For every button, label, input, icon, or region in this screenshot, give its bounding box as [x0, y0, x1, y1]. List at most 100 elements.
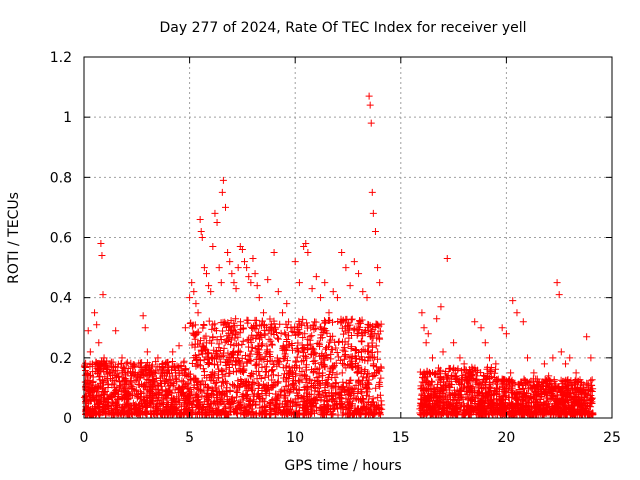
- data-point: [99, 291, 107, 299]
- data-point: [143, 348, 151, 356]
- data-point: [283, 300, 291, 308]
- data-point: [456, 354, 464, 362]
- data-point-dense: [274, 334, 282, 342]
- y-tick-label: 1.2: [50, 50, 72, 66]
- data-point-dense: [227, 326, 235, 334]
- data-point-dense: [188, 341, 196, 349]
- data-point: [112, 327, 120, 335]
- data-point: [374, 264, 382, 272]
- data-point-dense: [237, 404, 245, 412]
- data-point-dense: [287, 323, 295, 331]
- data-point-dense: [588, 376, 596, 384]
- data-point-dense: [338, 369, 346, 377]
- data-point-dense: [235, 347, 243, 355]
- data-point-dense: [114, 373, 122, 381]
- data-point: [230, 279, 238, 287]
- data-point-dense: [251, 361, 259, 369]
- data-point: [355, 270, 363, 278]
- data-point-dense: [434, 364, 442, 372]
- data-point-dense: [285, 332, 293, 340]
- data-point-dense: [374, 348, 382, 356]
- data-point-dense: [221, 372, 229, 380]
- data-point-dense: [218, 366, 226, 374]
- data-point: [507, 369, 515, 377]
- grid-lines: [84, 57, 612, 418]
- data-point-dense: [323, 396, 331, 404]
- data-point: [154, 354, 162, 362]
- chart-title: Day 277 of 2024, Rate Of TEC Index for r…: [159, 20, 526, 36]
- data-point-dense: [103, 363, 111, 371]
- data-point: [557, 348, 565, 356]
- data-point: [249, 255, 257, 263]
- data-point-dense: [262, 349, 270, 357]
- data-point-dense: [347, 316, 355, 324]
- data-point-dense: [173, 375, 181, 383]
- data-point-dense: [235, 356, 243, 364]
- data-point-dense: [134, 381, 142, 389]
- data-point-dense: [357, 337, 365, 345]
- data-point-dense: [308, 332, 316, 340]
- data-point-dense: [275, 335, 283, 343]
- data-point: [555, 291, 563, 299]
- data-point-dense: [269, 371, 277, 379]
- data-point-dense: [318, 376, 326, 384]
- data-point-dense: [303, 319, 311, 327]
- data-point-dense: [293, 353, 301, 361]
- data-point: [368, 188, 376, 196]
- y-tick-label: 0.8: [50, 170, 72, 186]
- data-point-dense: [251, 316, 259, 324]
- data-point-dense: [266, 315, 274, 323]
- data-point-dense: [276, 320, 284, 328]
- data-point-dense: [311, 318, 319, 326]
- data-point-dense: [322, 318, 330, 326]
- x-axis-label: GPS time / hours: [284, 458, 401, 474]
- data-point: [253, 282, 261, 290]
- data-point: [321, 279, 329, 287]
- data-point: [566, 354, 574, 362]
- data-point-dense: [335, 337, 343, 345]
- data-point: [270, 249, 278, 257]
- y-axis-label: ROTI / TECUs: [6, 192, 22, 284]
- data-point-dense: [261, 373, 269, 381]
- data-point: [418, 309, 426, 317]
- data-point: [524, 354, 532, 362]
- data-point: [226, 258, 234, 266]
- data-point: [186, 294, 194, 302]
- data-point: [251, 270, 259, 278]
- data-point: [228, 270, 236, 278]
- data-point-dense: [302, 383, 310, 391]
- data-point-dense: [255, 367, 263, 375]
- data-point: [219, 176, 227, 184]
- x-tick-label: 10: [286, 430, 304, 446]
- data-point-dense: [192, 362, 200, 370]
- data-point-dense: [200, 334, 208, 342]
- data-point-dense: [99, 377, 107, 385]
- data-point-dense: [123, 358, 131, 366]
- data-point-dense: [118, 369, 126, 377]
- data-point-dense: [310, 326, 318, 334]
- data-point: [587, 354, 595, 362]
- data-point-dense: [215, 340, 223, 348]
- data-point: [95, 339, 103, 347]
- x-tick-label: 25: [603, 430, 621, 446]
- data-point-dense: [365, 342, 373, 350]
- data-point-dense: [279, 355, 287, 363]
- x-tick-label: 0: [80, 430, 89, 446]
- data-point-dense: [315, 373, 323, 381]
- data-point: [317, 294, 325, 302]
- data-point-dense: [219, 327, 227, 335]
- data-point: [439, 348, 447, 356]
- x-tick-label: 15: [392, 430, 410, 446]
- data-point-dense: [231, 328, 239, 336]
- data-point: [519, 318, 527, 326]
- data-point-dense: [228, 331, 236, 339]
- data-point-dense: [358, 338, 366, 346]
- data-point-dense: [299, 334, 307, 342]
- data-point: [437, 303, 445, 311]
- data-point-dense: [274, 378, 282, 386]
- data-point: [91, 309, 99, 317]
- data-point: [481, 339, 489, 347]
- data-point: [207, 288, 215, 296]
- data-point-dense: [261, 330, 269, 338]
- data-point-dense: [486, 384, 494, 392]
